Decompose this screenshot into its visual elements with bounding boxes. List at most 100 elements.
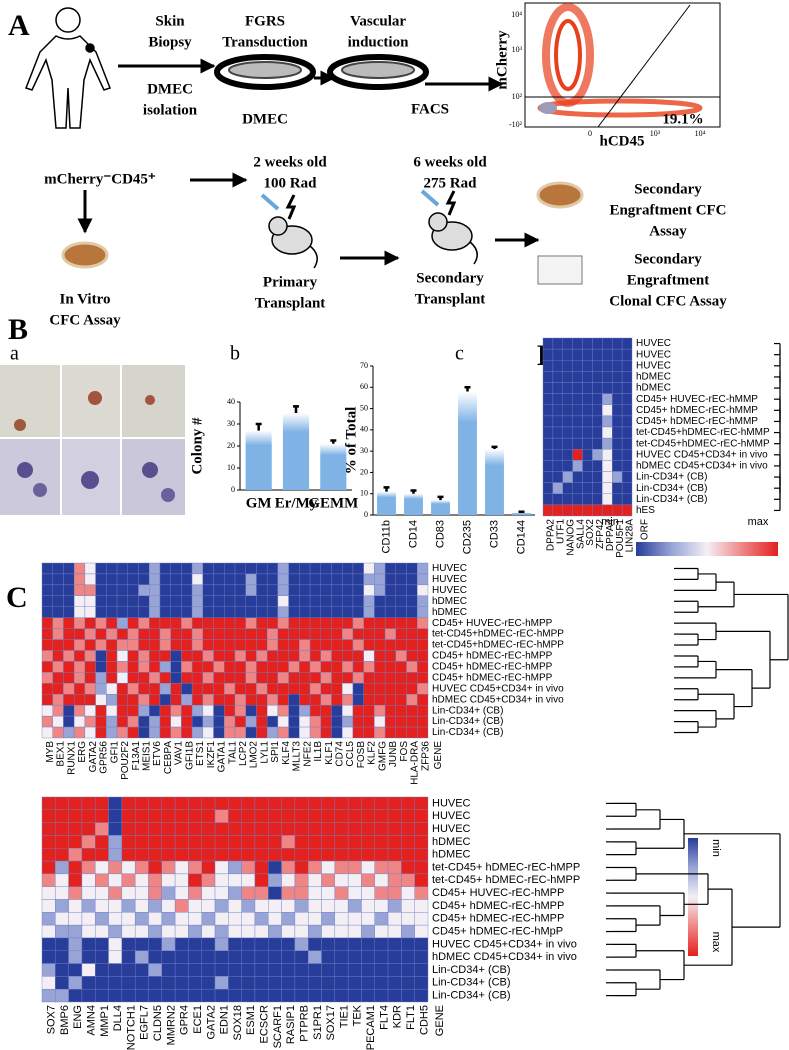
- heatmap-cell: [159, 683, 171, 695]
- heatmap-cell: [191, 726, 204, 739]
- heatmap-cell: [228, 950, 242, 964]
- heatmap-cell: [281, 950, 296, 964]
- row-label: HUVEC: [636, 349, 671, 360]
- heatmap-cell: [268, 963, 282, 977]
- heatmap-cell: [387, 912, 402, 926]
- row-label: Lin-CD34+ (CB): [636, 483, 707, 494]
- heatmap-cell: [213, 617, 225, 629]
- heatmap-cell: [562, 426, 573, 439]
- heatmap-cell: [414, 924, 429, 939]
- heatmap-cell: [138, 650, 150, 662]
- heatmap-cell: [347, 924, 362, 939]
- heatmap-cell: [266, 715, 279, 728]
- heatmap-cell: [395, 650, 407, 662]
- y-tick-label: 20: [227, 441, 235, 450]
- heatmap-cell: [331, 726, 343, 739]
- heatmap-cell: [268, 937, 282, 951]
- heatmap-cell: [188, 963, 202, 977]
- schematic-label: Transplant: [415, 291, 486, 307]
- heatmap-cell: [149, 672, 161, 684]
- heatmap-cell: [334, 886, 349, 900]
- heatmap-cell: [127, 595, 139, 607]
- error-bar: [491, 445, 498, 450]
- heatmap-cell: [127, 639, 139, 651]
- heatmap-cell: [228, 848, 242, 862]
- heatmap-cell: [321, 988, 336, 1003]
- heatmap-cell: [347, 988, 362, 1003]
- heatmap-cell: [95, 639, 107, 651]
- row-label: HUVEC: [432, 563, 467, 574]
- mouse-icon: [420, 189, 478, 265]
- heatmap-cell: [63, 726, 75, 739]
- dendrogram: [606, 802, 781, 997]
- heatmap-cell: [52, 650, 64, 662]
- heatmap-cell: [254, 899, 269, 913]
- column-label: GMFG: [377, 741, 388, 771]
- heatmap-cell: [299, 573, 311, 586]
- heatmap-cell: [342, 672, 354, 684]
- heatmap-cell: [228, 860, 242, 875]
- heatmap-cell: [202, 704, 214, 717]
- heatmap-cell: [347, 899, 362, 913]
- heatmap-cell: [81, 950, 96, 964]
- heatmap-cell: [73, 628, 86, 640]
- column-label: S1PR1: [312, 1005, 324, 1040]
- heatmap-cell: [191, 617, 204, 629]
- heatmap-cell: [224, 562, 236, 575]
- x-tick-label: Er/My: [275, 495, 318, 511]
- heatmap-cell: [612, 471, 623, 483]
- heatmap-cell: [256, 606, 268, 618]
- heatmap-cell: [254, 912, 269, 926]
- heatmap-cell: [55, 886, 69, 900]
- heatmap-cell: [214, 873, 229, 887]
- heatmap-cell: [245, 715, 257, 728]
- heatmap-cell: [170, 694, 182, 706]
- heatmap-cell: [363, 639, 375, 651]
- heatmap-cell: [342, 562, 354, 575]
- heatmap-cell: [352, 584, 364, 597]
- heatmap-cell: [84, 704, 96, 717]
- heatmap-cell: [116, 562, 128, 575]
- heatmap-cell: [308, 796, 322, 811]
- heatmap-cell: [320, 628, 332, 640]
- heatmap-cell: [41, 595, 53, 607]
- heatmap-cell: [170, 639, 182, 651]
- column-label: KLF4: [281, 741, 292, 765]
- heatmap-cell: [213, 639, 225, 651]
- column-label: SALL4: [575, 519, 586, 549]
- schematic-label: CFC Assay: [49, 312, 121, 328]
- heatmap-cell: [277, 595, 289, 607]
- schematic-label: Vascular: [350, 13, 406, 29]
- dendrogram: [674, 567, 789, 734]
- heatmap-cell: [299, 694, 311, 706]
- column-label: LMO2: [249, 741, 260, 769]
- heatmap-cell: [138, 573, 150, 586]
- heatmap-cell: [234, 584, 246, 597]
- heatmap-cell: [201, 822, 216, 836]
- heatmap-cell: [342, 584, 354, 597]
- schematic-label: Engraftment: [627, 272, 710, 288]
- schematic-label: Secondary: [634, 251, 702, 267]
- heatmap-cell: [245, 584, 257, 597]
- heatmap-cell: [95, 573, 107, 586]
- heatmap-cell: [331, 573, 343, 586]
- column-label: GFI1: [109, 741, 120, 764]
- column-label: POU2F2: [120, 741, 131, 780]
- heatmap-cell: [281, 937, 296, 951]
- heatmap-cell: [191, 694, 204, 706]
- heatmap-cell: [68, 860, 83, 875]
- heatmap-cell: [202, 650, 214, 662]
- heatmap-cell: [395, 562, 407, 575]
- heatmap-cell: [52, 628, 64, 640]
- heatmap-cell: [414, 950, 429, 964]
- heatmap-cell: [288, 639, 300, 651]
- heatmap-cell: [108, 873, 123, 887]
- micrographs: [0, 365, 185, 515]
- row-label: CD45+ HUVEC-rEC-hMMP: [636, 394, 758, 405]
- heatmap-cell: [401, 950, 415, 964]
- heatmap-cell: [202, 606, 214, 618]
- heatmap-cell: [161, 924, 176, 939]
- heatmap-cell: [159, 573, 171, 586]
- heatmap-cell: [121, 886, 136, 900]
- heatmap-cell: [361, 860, 375, 875]
